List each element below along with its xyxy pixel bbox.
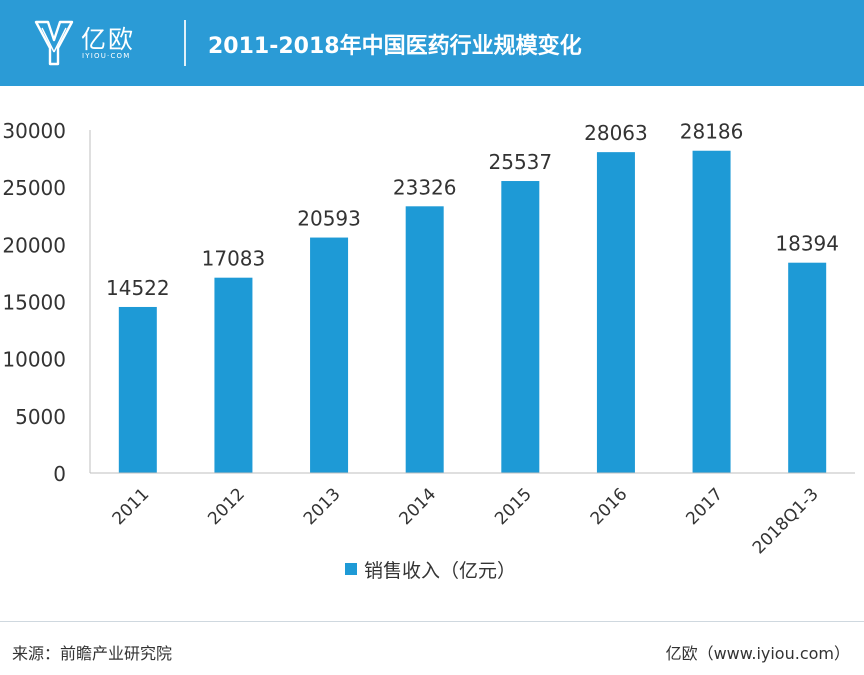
bar (214, 277, 253, 473)
y-tick-label: 25000 (2, 176, 66, 200)
y-tick-label: 5000 (15, 405, 66, 429)
legend-label: 销售收入（亿元） (364, 560, 516, 582)
logo-wordmark: 亿欧 (81, 25, 136, 54)
x-tick-label: 2013 (300, 484, 345, 529)
y-tick-label: 15000 (2, 291, 66, 315)
y-tick-label: 10000 (2, 348, 66, 372)
logo-domain: IYIOU·COM (82, 52, 131, 60)
yiou-logo-icon (34, 20, 74, 66)
legend: 销售收入（亿元） (345, 560, 516, 582)
footer-divider (0, 621, 864, 622)
bar-value-label: 23326 (393, 175, 457, 199)
bar (501, 181, 540, 473)
y-tick-label: 30000 (2, 119, 66, 143)
source-note: 来源：前瞻产业研究院 (12, 644, 173, 663)
bar-value-label: 17083 (202, 247, 266, 271)
bar-value-label: 28063 (584, 121, 648, 145)
bar (310, 237, 349, 473)
bar-value-label: 25537 (489, 150, 553, 174)
bar (596, 152, 635, 473)
bar-value-label: 14522 (106, 276, 170, 300)
bar-chart: 0 5000 10000 15000 20000 25000 30000 14522 1708… (2, 119, 855, 582)
legend-swatch (345, 563, 357, 575)
x-tick-label: 2014 (395, 484, 440, 529)
bar-value-label: 20593 (297, 207, 361, 231)
bar (405, 206, 444, 473)
header-bar: 亿欧 IYIOU·COM 2011-2018年中国医药行业规模变化 (0, 0, 864, 86)
x-tick-label: 2017 (682, 484, 727, 529)
header-divider (184, 20, 186, 66)
data-labels: 14522 17083 20593 23326 25537 28063 28186 18394 (106, 120, 839, 300)
bar-value-label: 18394 (775, 232, 839, 256)
x-tick-label: 2018Q1-3 (749, 484, 823, 558)
bars (118, 150, 827, 474)
y-axis: 0 5000 10000 15000 20000 25000 30000 (2, 119, 91, 486)
x-tick-label: 2011 (109, 484, 154, 529)
y-tick-label: 20000 (2, 233, 66, 257)
x-tick-label: 2012 (204, 484, 249, 529)
bar (692, 150, 731, 474)
x-tick-label: 2015 (491, 484, 536, 529)
bar (788, 262, 827, 473)
x-tick-label: 2016 (587, 484, 632, 529)
y-tick-label: 0 (53, 462, 66, 486)
credit-note: 亿欧（www.iyiou.com） (665, 644, 850, 663)
bar-value-label: 28186 (680, 120, 744, 144)
x-axis: 2011 2012 2013 2014 2015 2016 2017 2018Q1-3 (90, 472, 855, 558)
bar (118, 306, 157, 473)
page-title: 2011-2018年中国医药行业规模变化 (208, 34, 582, 59)
